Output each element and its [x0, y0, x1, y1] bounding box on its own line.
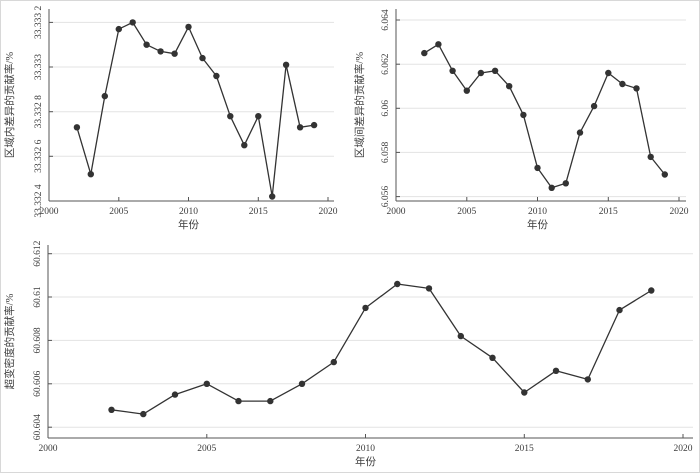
y-tick-label: 6.056: [381, 186, 391, 208]
y-tick-label: 60.604: [33, 414, 43, 440]
data-point: [298, 380, 306, 387]
data-point: [235, 397, 242, 405]
x-tick-label: 2010: [528, 207, 547, 217]
series-line: [423, 43, 666, 189]
y-tick-label: 33.332 6: [34, 139, 44, 173]
data-point: [310, 121, 318, 129]
data-point: [421, 49, 428, 57]
y-tick-label: 6.06: [381, 100, 391, 117]
data-point: [648, 287, 655, 294]
x-axis-label: 年份: [527, 218, 548, 231]
data-point: [213, 72, 220, 80]
y-tick-label: 6.058: [381, 141, 391, 163]
data-point: [255, 113, 262, 120]
x-axis-label: 年份: [355, 455, 376, 468]
data-point: [269, 193, 276, 200]
data-point: [362, 304, 369, 312]
data-point: [73, 124, 81, 131]
x-tick-label: 2000: [387, 207, 406, 217]
data-point: [616, 306, 623, 314]
x-tick-label: 2015: [249, 207, 268, 217]
data-point: [108, 406, 115, 413]
data-point: [171, 50, 178, 57]
data-point: [506, 83, 513, 90]
data-point: [552, 367, 560, 374]
y-tick-label: 6.062: [381, 53, 391, 75]
x-tick-label: 2010: [179, 207, 198, 217]
data-point: [647, 153, 654, 161]
data-point: [548, 184, 555, 191]
data-point: [185, 23, 192, 31]
data-point: [489, 354, 496, 361]
data-point: [199, 54, 206, 62]
data-point: [157, 48, 164, 55]
chart-inter-regional-difference: 6.056 6.058 6.06 6.062 6.064 2000 2005 2010 2015…: [353, 9, 689, 231]
data-point: [143, 41, 150, 48]
data-point: [435, 41, 442, 48]
y-tick-label: 60.608: [33, 327, 43, 353]
data-point: [87, 171, 95, 178]
data-point: [267, 397, 274, 405]
y-axis-label: 超变密度的贡献率/%: [3, 293, 16, 389]
data-point: [394, 280, 401, 288]
data-point: [241, 142, 248, 149]
y-tick-label: 33.332 8: [34, 95, 44, 129]
data-point: [129, 19, 136, 26]
data-point: [590, 102, 598, 110]
data-point: [562, 180, 569, 187]
y-axis-label: 区域内差异的贡献率/%: [3, 52, 16, 158]
x-axis-label: 年份: [178, 218, 199, 231]
x-tick-label: 2000: [40, 207, 59, 217]
x-tick-label: 2005: [197, 444, 216, 454]
x-tick-label: 2005: [109, 207, 128, 217]
x-tick-label: 2020: [670, 207, 689, 217]
data-point: [521, 389, 528, 396]
x-tick-label: 2005: [457, 207, 476, 217]
data-point: [296, 124, 304, 131]
y-tick-label: 33.333 2: [34, 6, 44, 40]
series-line: [76, 21, 315, 198]
data-point: [520, 111, 527, 119]
chart-intra-regional-difference: 33.332 4 33.332 6 33.332 8 33.333 33.333 2 20…: [3, 6, 338, 231]
data-point: [115, 25, 123, 33]
chart-hypervariable-density: 60.604 60.606 60.608 60.61 60.612 2000 2005 201…: [3, 240, 693, 468]
data-point: [101, 92, 109, 100]
data-point: [140, 410, 147, 418]
y-tick-label: 33.333: [34, 54, 44, 80]
data-point: [449, 67, 456, 75]
data-point: [661, 171, 668, 178]
data-point: [457, 332, 464, 340]
y-tick-label: 60.61: [33, 286, 43, 308]
data-point: [491, 67, 499, 75]
y-tick-label: 60.606: [33, 370, 43, 396]
data-point: [330, 358, 337, 366]
x-tick-label: 2020: [319, 207, 338, 217]
data-point: [203, 380, 210, 387]
x-tick-label: 2010: [356, 444, 375, 454]
data-point: [605, 69, 612, 77]
y-tick-label: 6.064: [381, 9, 391, 31]
data-point: [576, 129, 584, 136]
data-point: [534, 164, 541, 172]
x-tick-label: 2000: [39, 444, 58, 454]
series-line: [111, 283, 652, 415]
data-point: [619, 80, 626, 88]
data-point: [282, 61, 290, 68]
data-point: [227, 113, 234, 120]
data-point: [633, 85, 640, 92]
data-point: [425, 285, 433, 292]
data-point: [477, 69, 485, 77]
y-axis-label: 区域间差异的贡献率/%: [353, 52, 366, 158]
data-point: [463, 87, 470, 94]
y-tick-label: 33.332 4: [34, 184, 44, 218]
x-tick-label: 2015: [515, 444, 534, 454]
y-tick-label: 60.612: [33, 240, 43, 266]
x-tick-label: 2015: [599, 207, 618, 217]
x-tick-label: 2020: [674, 444, 693, 454]
data-point: [584, 376, 591, 383]
data-point: [171, 391, 179, 398]
